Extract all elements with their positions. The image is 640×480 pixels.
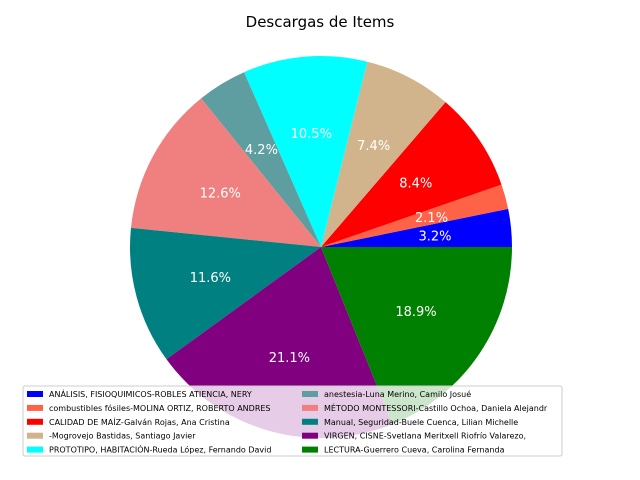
pie-slice [321,208,512,247]
slice-percent-label: 8.4% [399,177,432,192]
legend-swatch [27,446,43,453]
slice-percent-label: 3.2% [419,229,452,244]
slice-percent-label: 11.6% [190,271,231,286]
legend-swatch [302,418,318,425]
pie-slice [130,227,321,360]
legend-entry-label: VIRGEN, CISNE-Svetlana Meritxell Riofrío… [324,432,526,441]
slice-percent-label: 18.9% [395,305,436,320]
legend-entry-label: PROTOTIPO, HABITACIÓN-Rueda López, Ferna… [49,444,271,455]
legend-box [22,385,563,457]
legend-swatch [302,391,318,397]
pie-slices [130,55,512,438]
legend-entry-label: MÉTODO MONTESSORI-Castillo Ochoa, Daniel… [324,402,548,413]
pie-percent-labels: 3.2% 2.1% 8.4% 7.4% 10.5% 4.2% 12.6% 11.6% 21.1%… [190,127,452,366]
legend-entry-label: LECTURA-Guerrero Cueva, Carolina Fernand… [324,446,505,455]
legend: ANÁLISIS, FISIOQUIMICOS-ROBLES ATIENCIA,… [22,385,563,457]
slice-percent-label: 4.2% [245,143,278,158]
pie-slice [244,55,368,247]
legend-swatch [302,446,318,453]
slice-percent-label: 2.1% [415,211,448,226]
pie-slice [130,98,321,248]
legend-entry-label: Manual, Seguridad-Buele Cuenca, Lilian M… [324,418,518,427]
pie-slice [321,184,509,247]
legend-swatch [302,432,318,439]
legend-entry-label: anestesia-Luna Merino, Camilo Josué [324,389,471,399]
pie-slice [321,247,512,425]
chart-title: Descargas de Items [246,13,395,31]
legend-entry-label: CALIDAD DE MAÍZ-Galván Rojas, Ana Cristi… [49,416,230,427]
slice-percent-label: 10.5% [291,127,332,142]
legend-swatch [302,404,318,411]
pie-slice [201,72,321,247]
legend-swatch [27,432,43,439]
legend-swatch [27,391,43,397]
pie-slice [321,61,446,248]
pie-slice [321,102,502,247]
slice-percent-label: 7.4% [357,139,390,154]
slice-percent-label: 12.6% [200,186,241,201]
legend-entry-label: ANÁLISIS, FISIOQUIMICOS-ROBLES ATIENCIA,… [49,388,252,399]
legend-entry-label: -Mogrovejo Bastidas, Santiago Javier [49,432,196,441]
legend-swatch [27,404,43,411]
slice-percent-label: 21.1% [269,351,310,366]
legend-entry-label: combustibles fósiles-MOLINA ORTIZ, ROBER… [49,403,271,413]
legend-swatch [27,418,43,425]
